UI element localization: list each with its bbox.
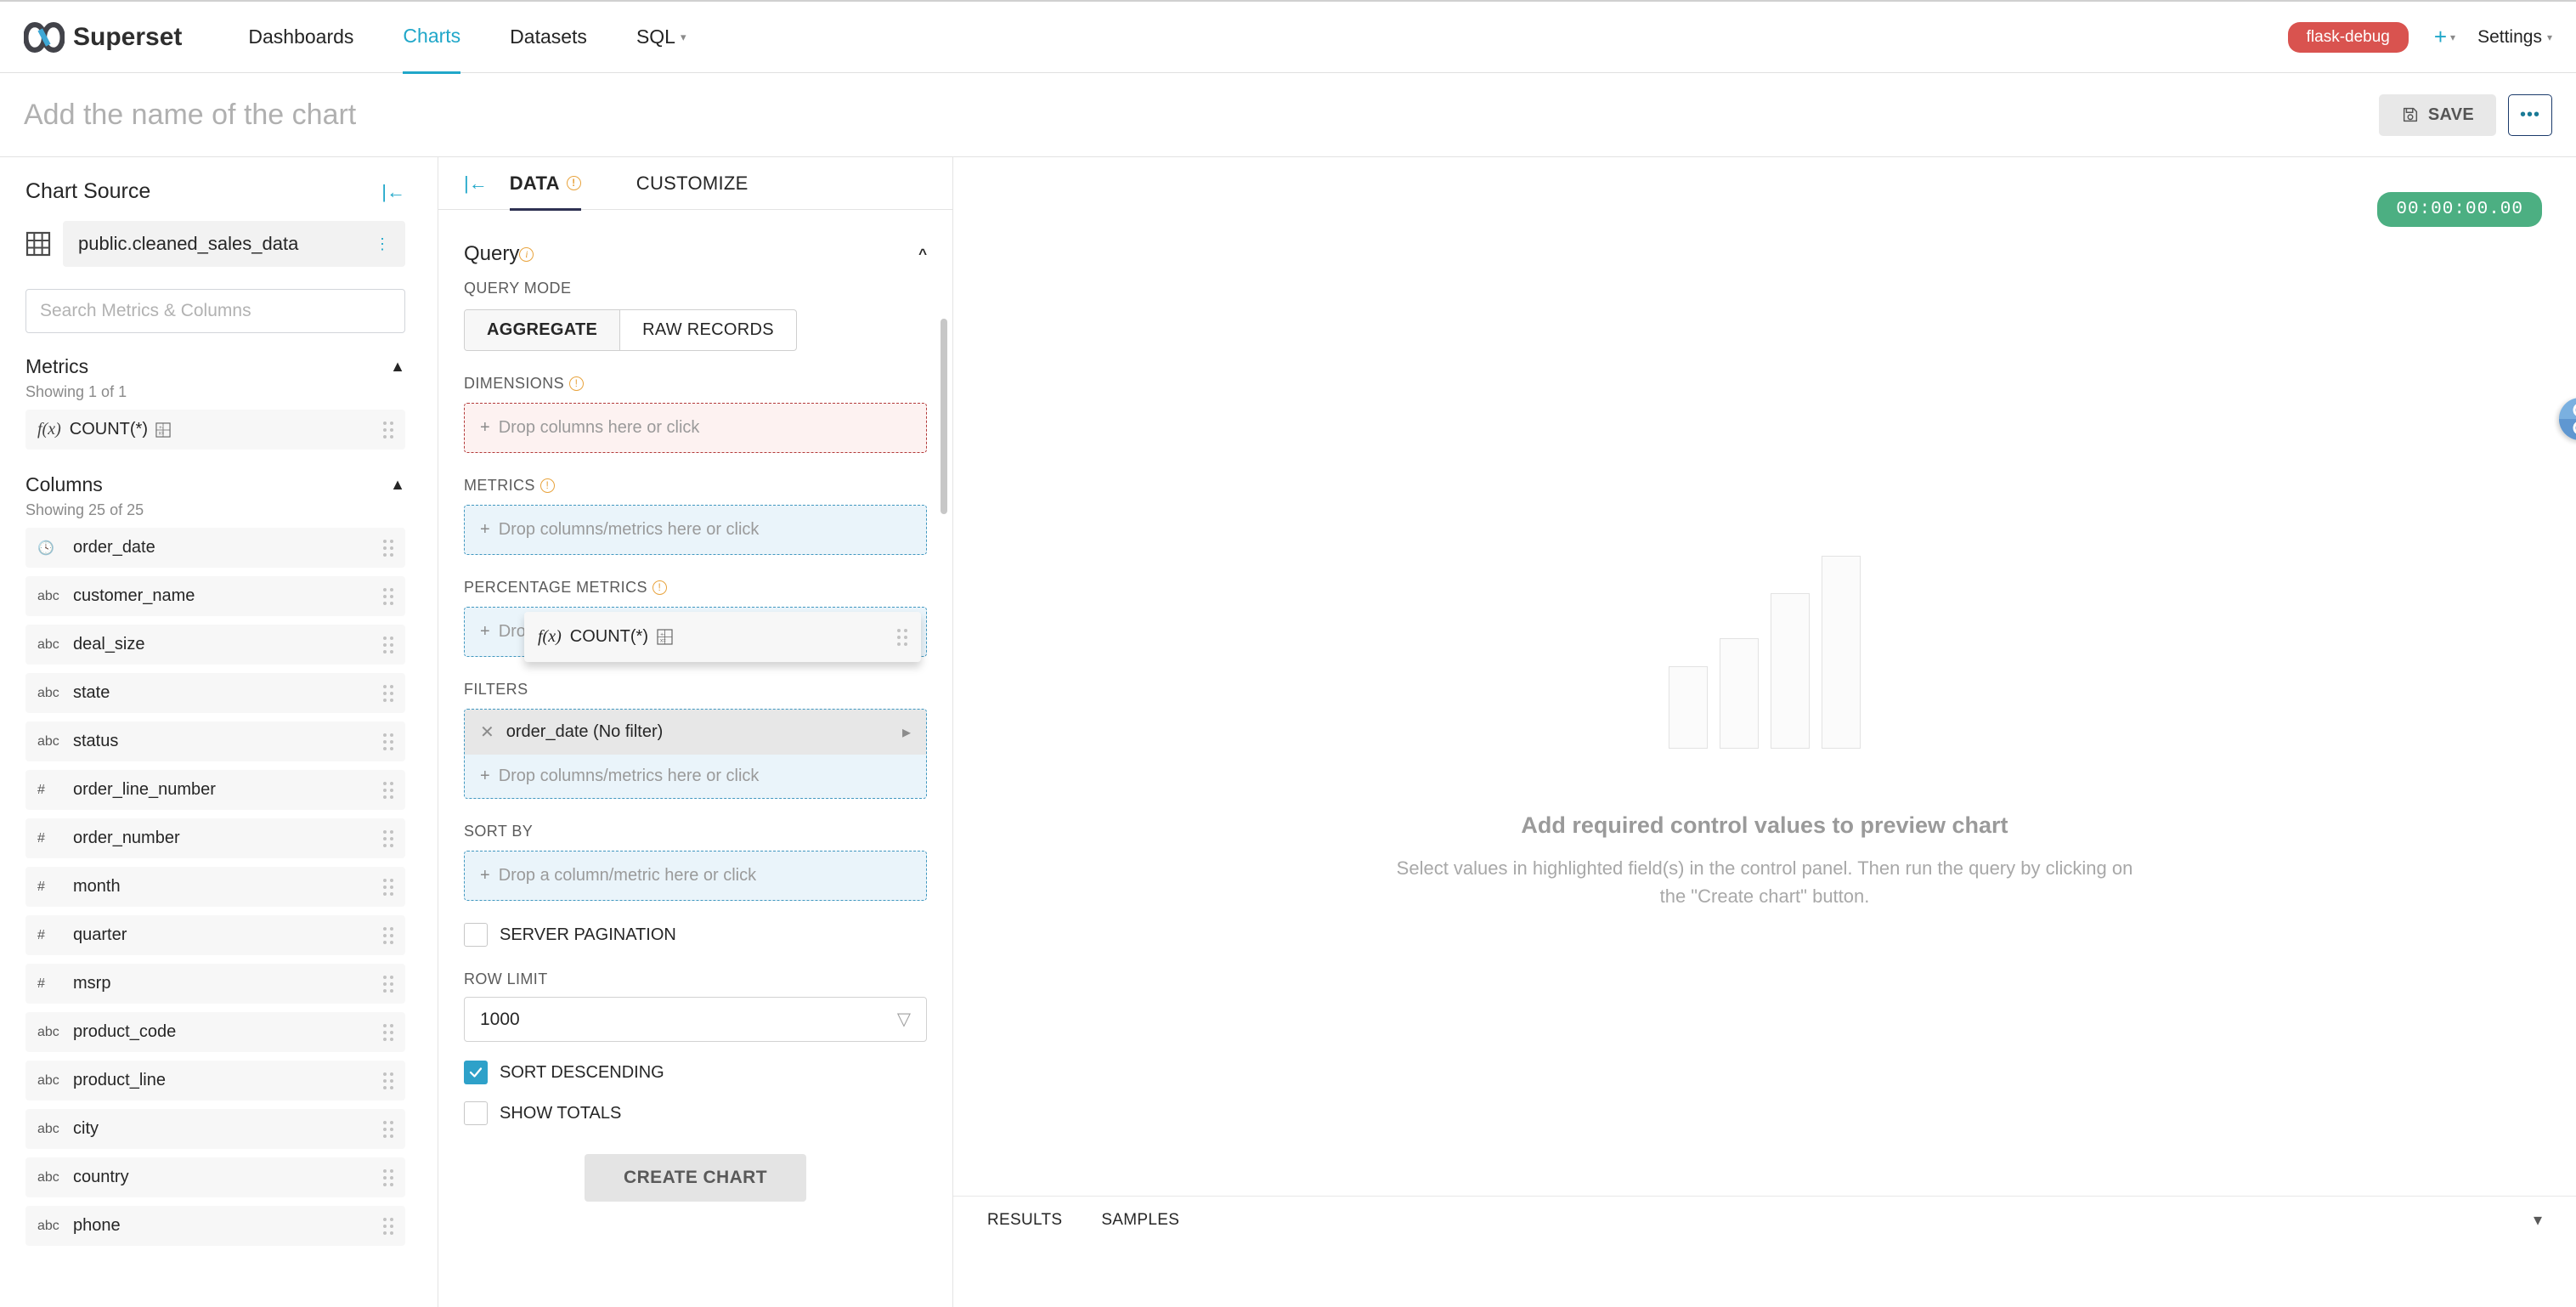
svg-text:x=: x= — [660, 638, 666, 644]
svg-text:x=: x= — [159, 431, 165, 436]
